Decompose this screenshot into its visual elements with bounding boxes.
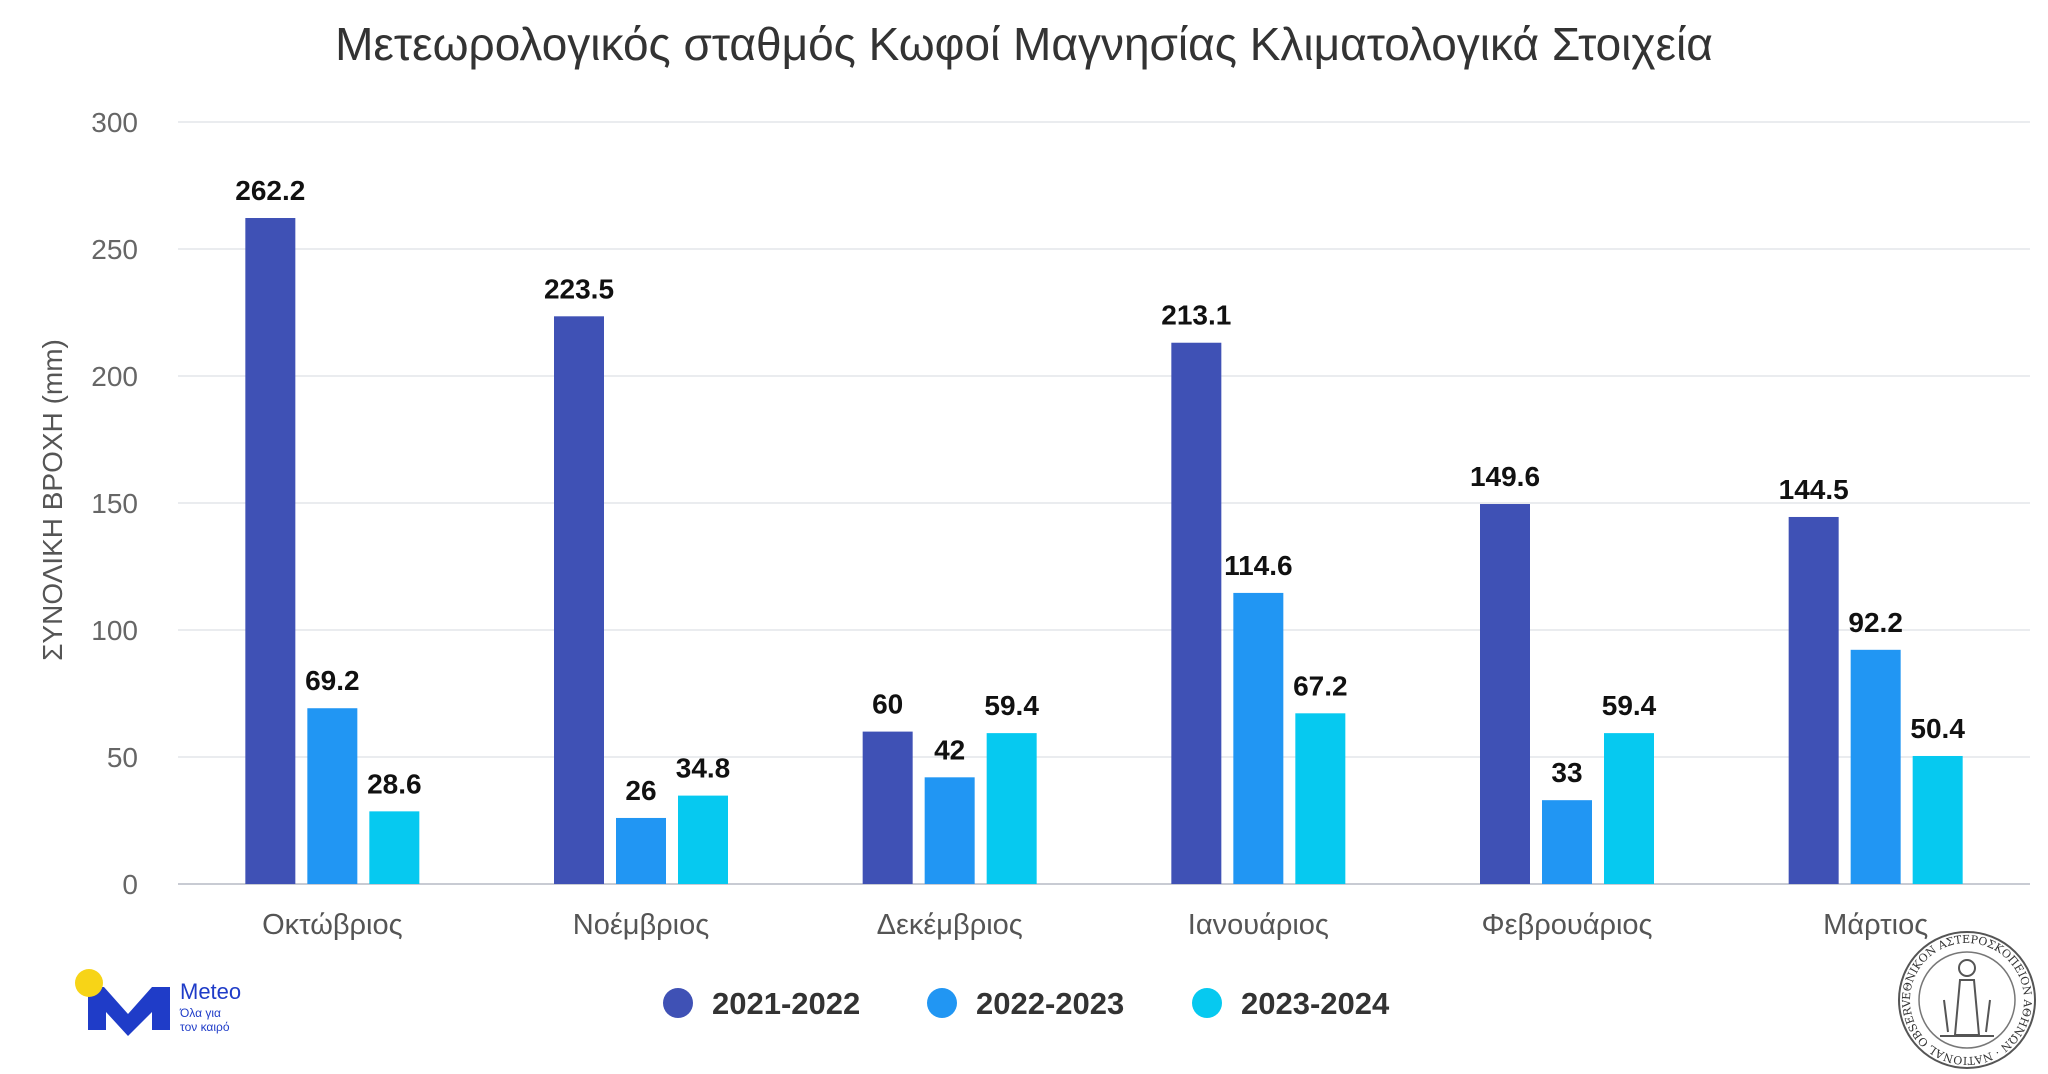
- x-tick-label: Μάρτιος: [1823, 909, 1928, 941]
- data-label: 26: [625, 775, 656, 806]
- data-label: 213.1: [1161, 300, 1231, 331]
- chart-title: Μετεωρολογικός σταθμός Κωφοί Μαγνησίας Κ…: [335, 18, 1713, 70]
- bar: [1295, 713, 1346, 884]
- data-label: 262.2: [235, 175, 305, 206]
- y-tick-label: 0: [122, 869, 138, 900]
- x-tick-label: Οκτώβριος: [262, 909, 402, 941]
- bar: [1480, 504, 1530, 884]
- data-label: 67.2: [1293, 670, 1348, 701]
- bar: [862, 731, 913, 884]
- bars: [245, 218, 1963, 885]
- legend-label: 2021-2022: [712, 986, 860, 1021]
- y-tick-label: 250: [91, 234, 138, 265]
- logo-tagline-1: Όλα για: [179, 1006, 221, 1020]
- data-label: 42: [934, 734, 965, 765]
- bar: [554, 316, 604, 884]
- legend-swatch: [927, 988, 957, 1018]
- legend: 2021-2022 2022-2023 2023-2024: [663, 986, 1390, 1021]
- bar: [369, 811, 420, 884]
- data-label: 33: [1551, 757, 1582, 788]
- bar: [616, 817, 666, 884]
- data-label: 59.4: [1602, 690, 1657, 721]
- data-label: 92.2: [1848, 607, 1903, 638]
- y-tick-label: 100: [91, 615, 138, 646]
- y-axis-label: ΣΥΝΟΛΙΚΗ ΒΡΟΧΗ (mm): [37, 339, 68, 661]
- legend-swatch: [1192, 988, 1222, 1018]
- data-label: 144.5: [1779, 474, 1849, 505]
- y-tick-label: 50: [107, 742, 138, 773]
- bar: [1171, 342, 1222, 884]
- bar: [924, 777, 975, 884]
- bar: [1788, 516, 1839, 884]
- data-label: 223.5: [544, 273, 614, 304]
- x-tick-label: Φεβρουάριος: [1481, 909, 1652, 941]
- x-axis-ticks: Οκτώβριος Νοέμβριος Δεκέμβριος Ιανουάριος Φε…: [262, 909, 1928, 941]
- bar: [1850, 649, 1901, 884]
- x-tick-label: Ιανουάριος: [1188, 909, 1329, 941]
- x-tick-label: Δεκέμβριος: [877, 909, 1023, 941]
- data-label: 60: [872, 689, 903, 720]
- data-label: 28.6: [367, 768, 422, 799]
- data-label: 69.2: [305, 665, 360, 696]
- gridlines: [178, 121, 2030, 885]
- data-label: 34.8: [676, 753, 731, 784]
- bar: [678, 795, 728, 884]
- data-label: 114.6: [1224, 550, 1293, 581]
- legend-label: 2022-2023: [976, 986, 1124, 1021]
- logo-tagline-2: τον καιρό: [180, 1020, 230, 1034]
- legend-label: 2023-2024: [1241, 986, 1390, 1021]
- bar: [1542, 800, 1592, 884]
- meteo-m-logo: Meteo Όλα για τον καιρό: [75, 969, 241, 1036]
- bar: [245, 218, 296, 885]
- data-label: 149.6: [1470, 461, 1540, 492]
- bar: [307, 708, 358, 884]
- x-tick-label: Νοέμβριος: [573, 909, 709, 941]
- data-label: 59.4: [984, 690, 1039, 721]
- bar: [1233, 592, 1284, 884]
- legend-swatch: [663, 988, 693, 1018]
- data-labels: 262.2 69.2 28.6 223.5 26 34.8 60 42 59.4 213.1 114…: [235, 175, 1965, 806]
- bar: [1604, 733, 1654, 884]
- y-axis-ticks: 0 50 100 150 200 250 300: [91, 107, 138, 900]
- y-tick-label: 150: [91, 488, 138, 519]
- data-label: 50.4: [1910, 713, 1965, 744]
- logo-name: Meteo: [180, 979, 241, 1004]
- bar: [986, 733, 1037, 884]
- y-tick-label: 200: [91, 361, 138, 392]
- bar: [1912, 755, 1963, 884]
- y-tick-label: 300: [91, 107, 138, 138]
